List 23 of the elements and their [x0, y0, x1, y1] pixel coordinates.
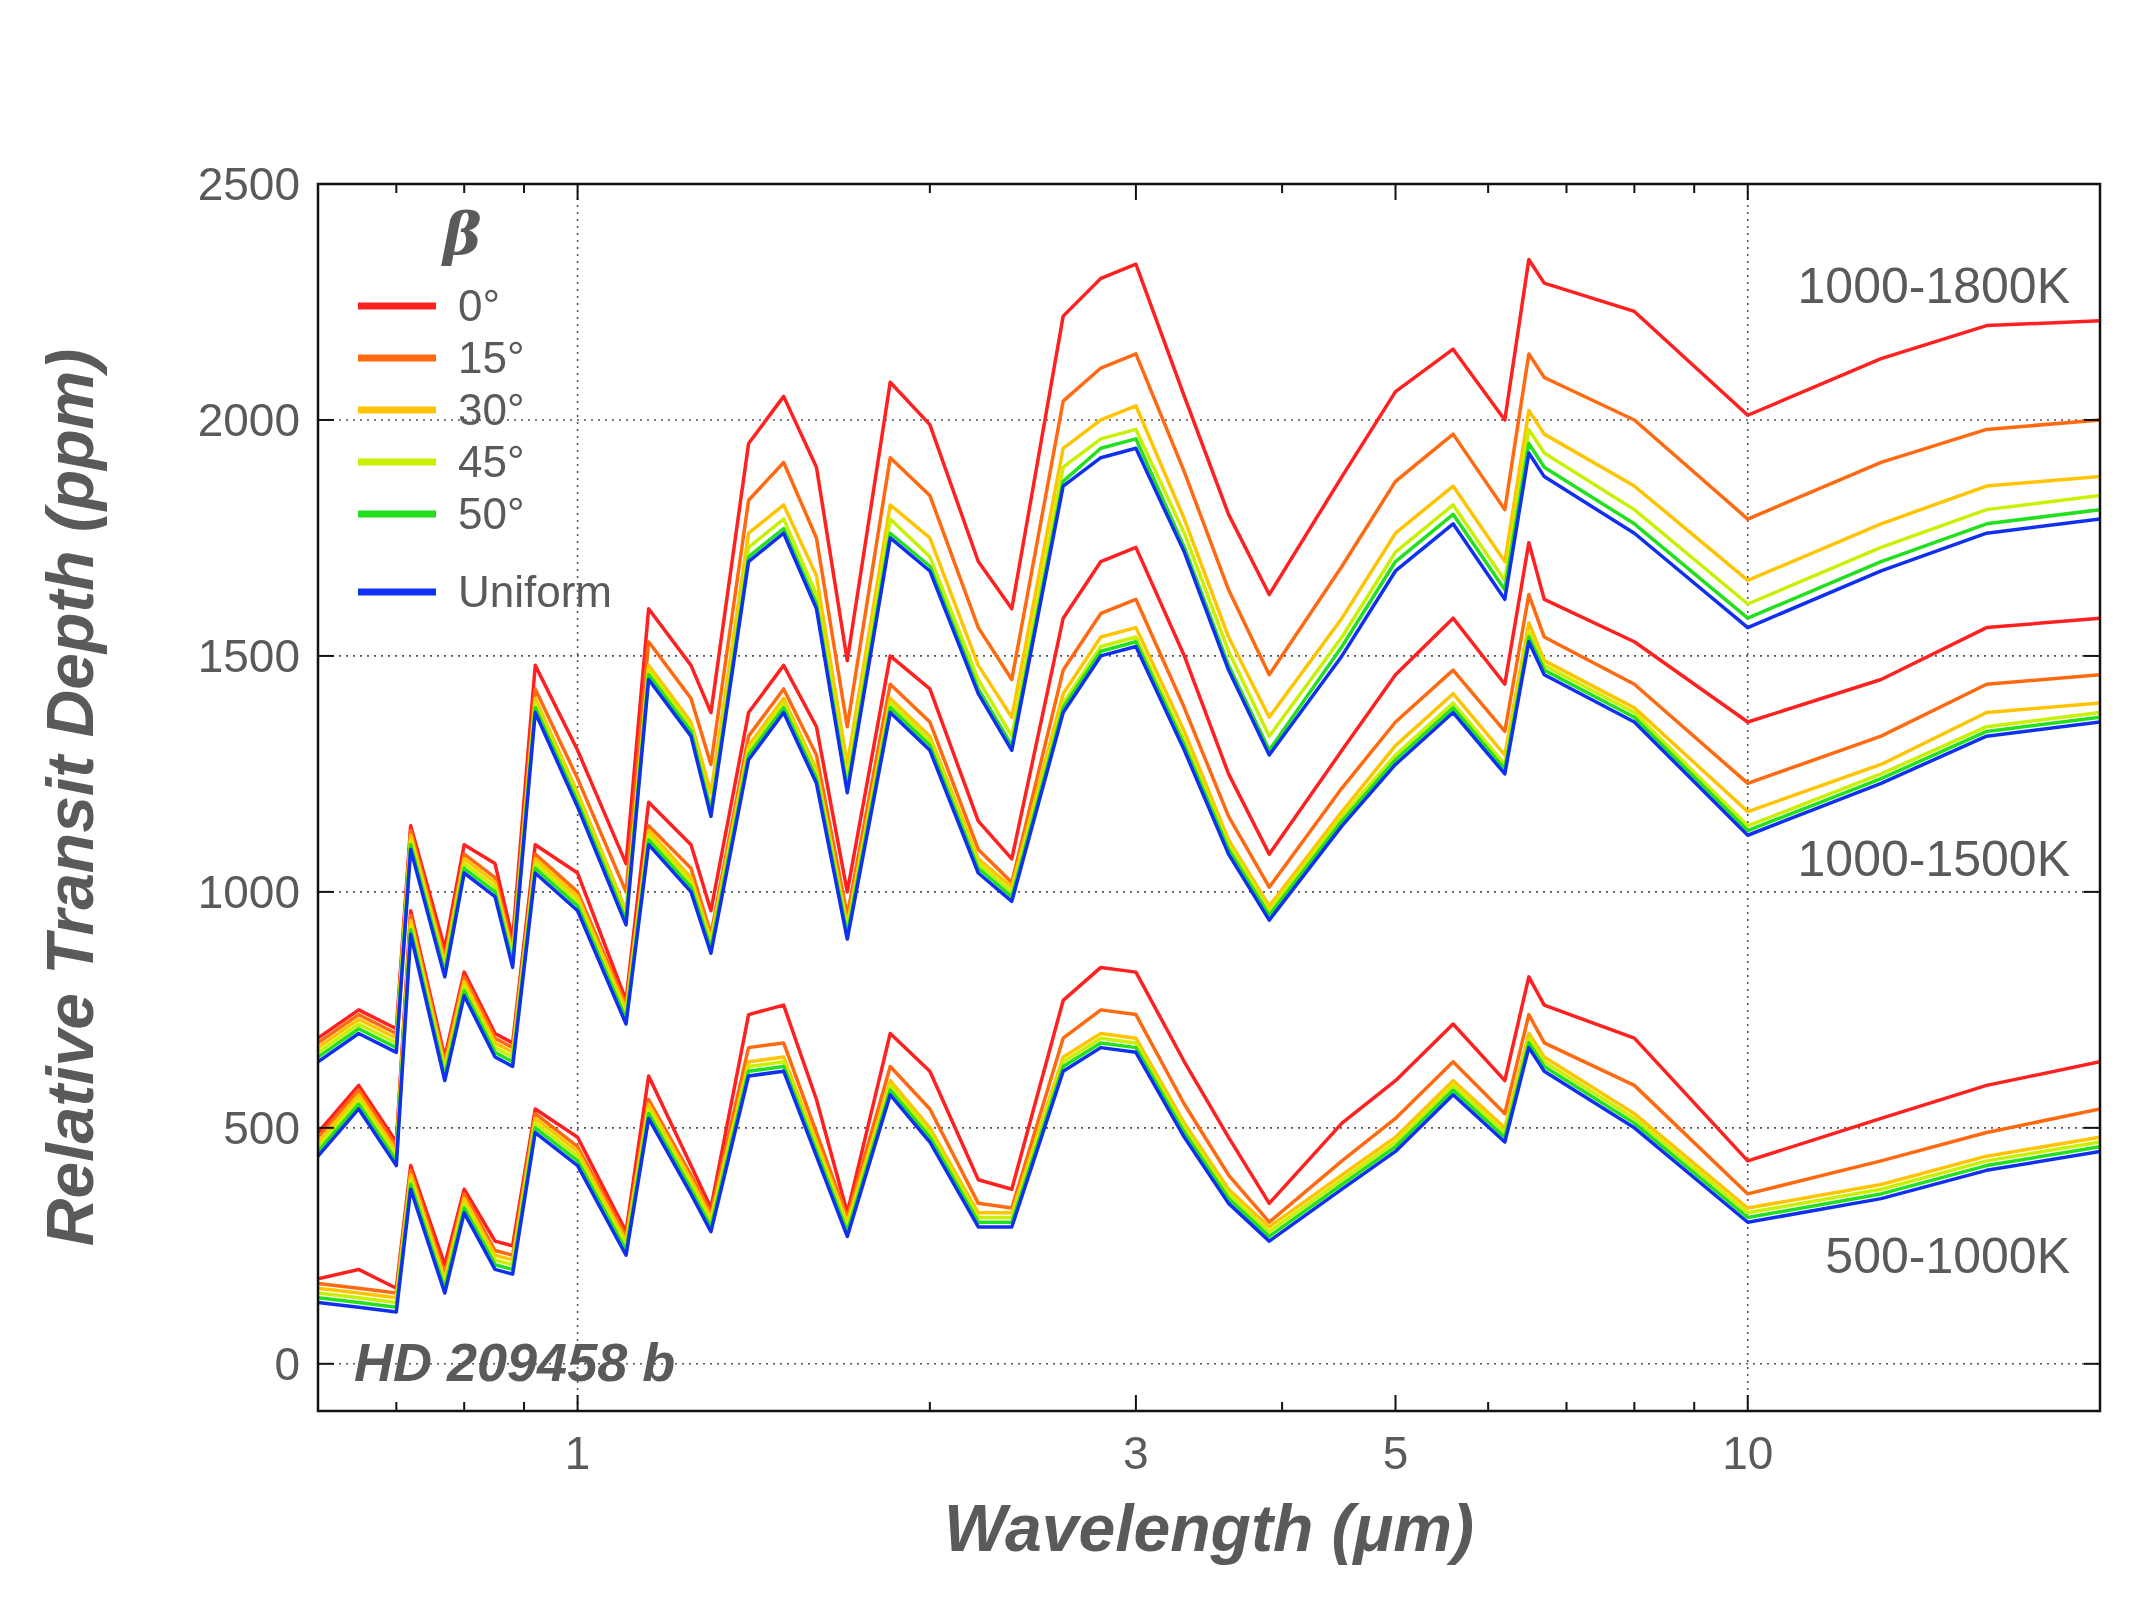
annotation: 1000-1800K [1797, 258, 2070, 314]
y-tick-label: 0 [274, 1337, 300, 1390]
legend-label: 30° [458, 385, 525, 434]
legend-label: 0° [458, 281, 501, 330]
x-tick-label: 1 [564, 1427, 591, 1479]
y-tick-label: 500 [223, 1101, 300, 1154]
legend-title: β [441, 200, 482, 268]
x-tick-label: 5 [1382, 1427, 1409, 1479]
legend-label: 15° [458, 333, 525, 382]
y-axis-title: Relative Transit Depth (ppm) [33, 348, 107, 1247]
annotation: 500-1000K [1825, 1228, 2070, 1284]
y-tick-label: 2000 [197, 393, 300, 446]
x-axis-title: Wavelength (μm) [944, 1491, 1474, 1565]
y-tick-label: 2500 [197, 158, 300, 210]
legend-label: Uniform [458, 567, 613, 616]
y-tick-label: 1000 [197, 865, 300, 918]
legend-label: 50° [458, 489, 525, 538]
y-tick-label: 1500 [197, 629, 300, 682]
annotation: HD 209458 b [354, 1332, 676, 1392]
x-tick-label: 3 [1123, 1427, 1149, 1479]
annotation: 1000-1500K [1797, 831, 2070, 887]
x-tick-label: 10 [1722, 1427, 1774, 1479]
legend-label: 45° [458, 437, 525, 486]
